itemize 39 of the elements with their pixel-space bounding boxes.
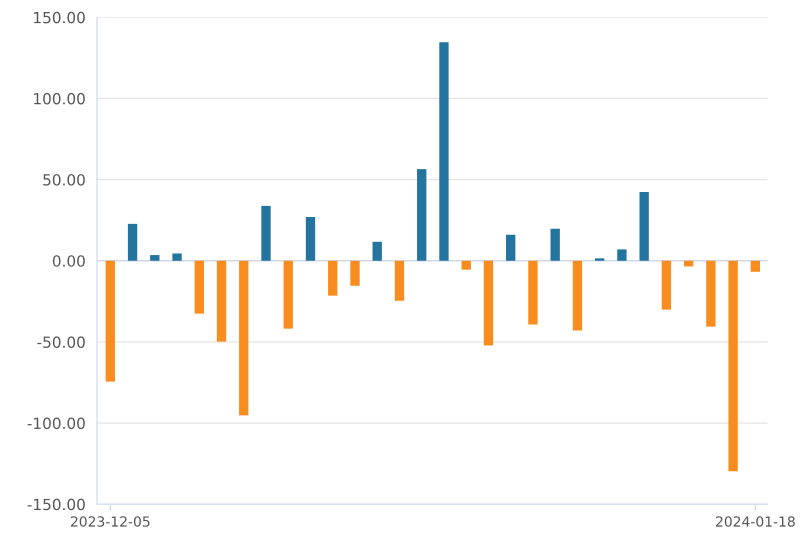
y-tick-label: -50.00 — [37, 336, 85, 348]
bar — [216, 260, 226, 342]
bar — [128, 224, 138, 261]
y-tick-label: 50.00 — [43, 174, 85, 186]
y-tick-label: 100.00 — [34, 92, 85, 104]
bar — [172, 253, 182, 261]
bar — [528, 260, 538, 325]
bar — [106, 260, 115, 382]
bar — [684, 260, 694, 266]
bar — [617, 249, 627, 261]
bar — [417, 169, 426, 261]
bar — [706, 260, 716, 327]
y-tick-label: 0.00 — [52, 255, 85, 267]
bar — [550, 228, 560, 261]
bar — [372, 242, 382, 261]
bar — [284, 260, 293, 329]
y-tick-label: 150.00 — [34, 12, 85, 24]
bar — [484, 260, 494, 346]
bar — [328, 260, 338, 296]
bar — [261, 206, 271, 261]
bar — [462, 260, 471, 270]
x-tick-label: 2023-12-05 — [70, 516, 150, 527]
bar — [194, 260, 204, 314]
bar — [572, 260, 582, 331]
x-tick-label: 2024-01-18 — [716, 516, 795, 527]
bar — [728, 260, 738, 472]
bar — [150, 255, 160, 261]
bar — [350, 260, 360, 286]
bar — [394, 260, 404, 301]
bar — [306, 216, 316, 261]
bar — [662, 260, 672, 310]
bar — [239, 260, 248, 416]
bar — [506, 234, 516, 261]
bar — [639, 192, 649, 261]
bar — [594, 258, 604, 261]
bar — [439, 42, 449, 261]
y-tick-label: -150.00 — [28, 498, 85, 510]
y-tick-label: -100.00 — [28, 418, 85, 430]
bar — [750, 260, 760, 272]
